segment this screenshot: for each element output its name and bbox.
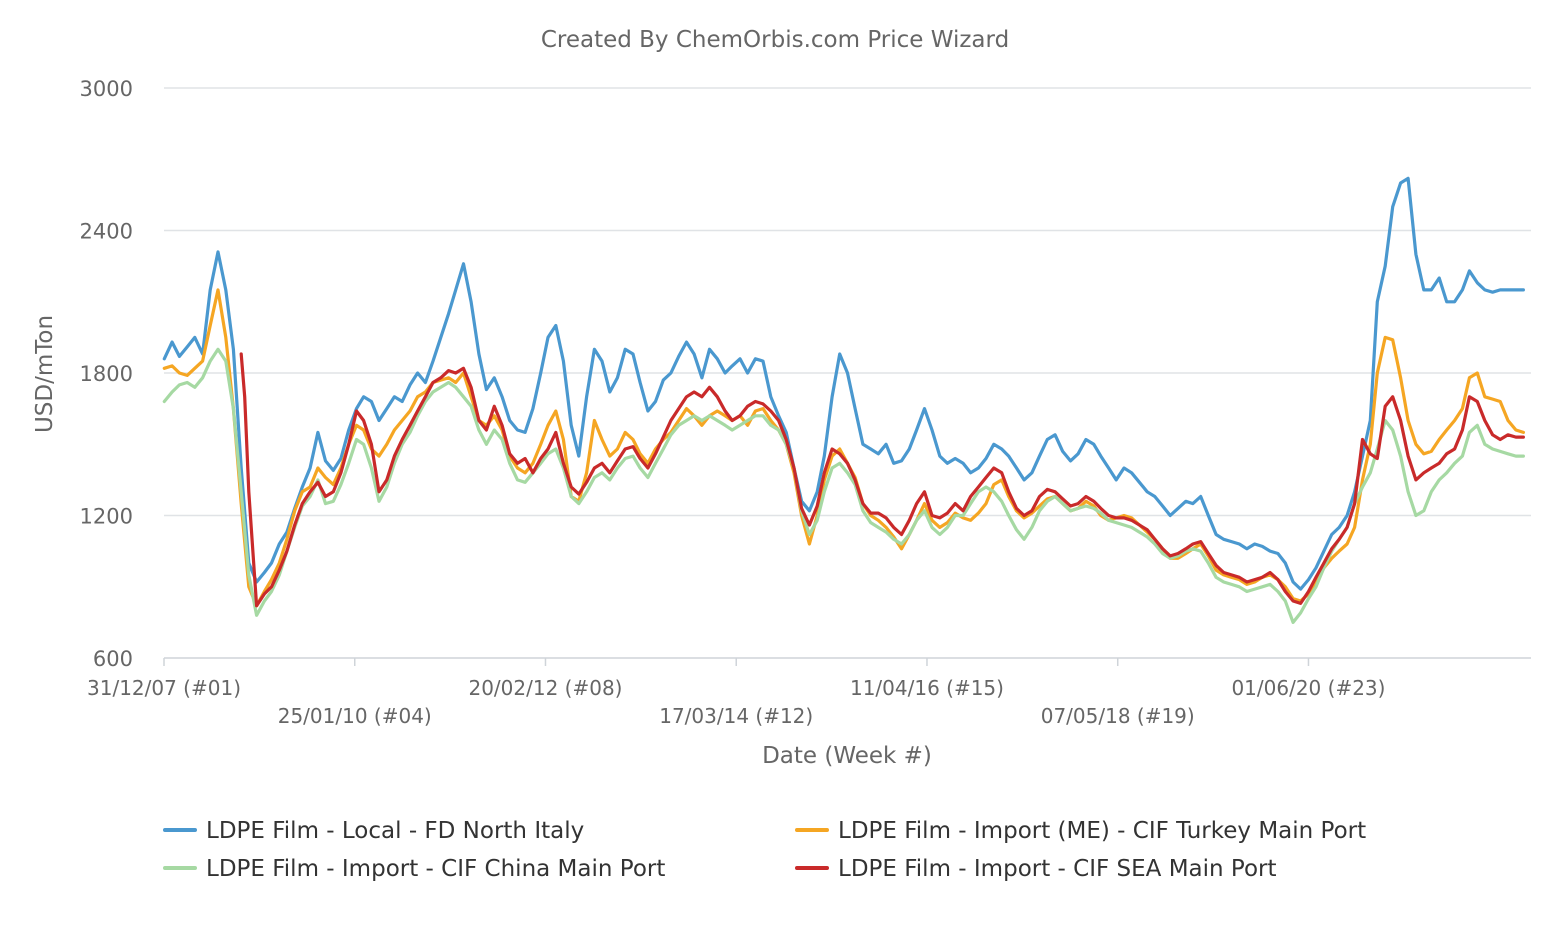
series-line-3 xyxy=(162,347,1525,624)
legend: LDPE Film - Local - FD North Italy LDPE F… xyxy=(163,818,1366,882)
x-tick-label: 31/12/07 (#01) xyxy=(87,676,241,700)
x-axis-title: Date (Week #) xyxy=(762,743,932,769)
x-tick-label: 01/06/20 (#23) xyxy=(1231,676,1385,700)
x-tick-label: 07/05/18 (#19) xyxy=(1041,704,1195,728)
x-tick-label: 11/04/16 (#15) xyxy=(850,676,1004,700)
legend-item-1[interactable]: LDPE Film - Local - FD North Italy xyxy=(163,818,584,844)
x-axis-ticks: 31/12/07 (#01) 25/01/10 (#04) 20/02/12 (#0… xyxy=(87,658,1385,728)
y-tick-label: 1200 xyxy=(80,505,133,529)
legend-item-4[interactable]: LDPE Film - Import - CIF SEA Main Port xyxy=(795,856,1277,882)
x-tick-label: 20/02/12 (#08) xyxy=(468,676,622,700)
legend-label: LDPE Film - Local - FD North Italy xyxy=(206,818,584,844)
series-lines xyxy=(162,176,1525,624)
x-tick-label: 25/01/10 (#04) xyxy=(278,704,432,728)
legend-item-2[interactable]: LDPE Film - Import (ME) - CIF Turkey Mai… xyxy=(795,818,1366,844)
y-axis-ticks: 600 1200 1800 2400 3000 xyxy=(80,77,133,671)
series-line-1 xyxy=(162,176,1525,591)
y-tick-label: 1800 xyxy=(80,362,133,386)
x-tick-label: 17/03/14 (#12) xyxy=(659,704,813,728)
series-line-4 xyxy=(239,352,1525,608)
legend-item-3[interactable]: LDPE Film - Import - CIF China Main Port xyxy=(163,856,665,882)
legend-label: LDPE Film - Import - CIF China Main Port xyxy=(206,856,665,882)
y-axis-title: USD/mTon xyxy=(32,315,58,433)
chart-title: Created By ChemOrbis.com Price Wizard xyxy=(541,27,1009,53)
legend-label: LDPE Film - Import - CIF SEA Main Port xyxy=(838,856,1277,882)
y-tick-label: 2400 xyxy=(80,220,133,244)
y-tick-label: 3000 xyxy=(80,77,133,101)
y-tick-label: 600 xyxy=(93,647,133,671)
legend-label: LDPE Film - Import (ME) - CIF Turkey Mai… xyxy=(838,818,1366,844)
